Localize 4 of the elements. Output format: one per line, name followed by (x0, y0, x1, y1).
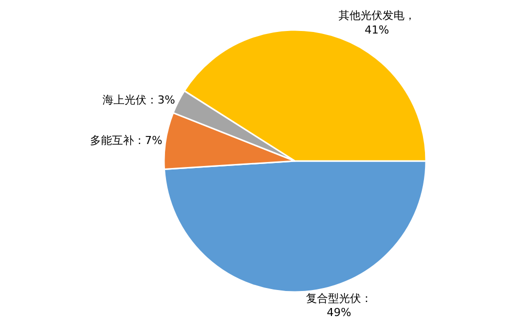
slice-label: 海上光伏：3% (102, 94, 176, 107)
slice-label: 其他光伏发电， 41% (338, 8, 416, 36)
slice-label: 复合型光伏： 49% (306, 292, 372, 320)
slice-label: 多能互补：7% (90, 134, 162, 147)
